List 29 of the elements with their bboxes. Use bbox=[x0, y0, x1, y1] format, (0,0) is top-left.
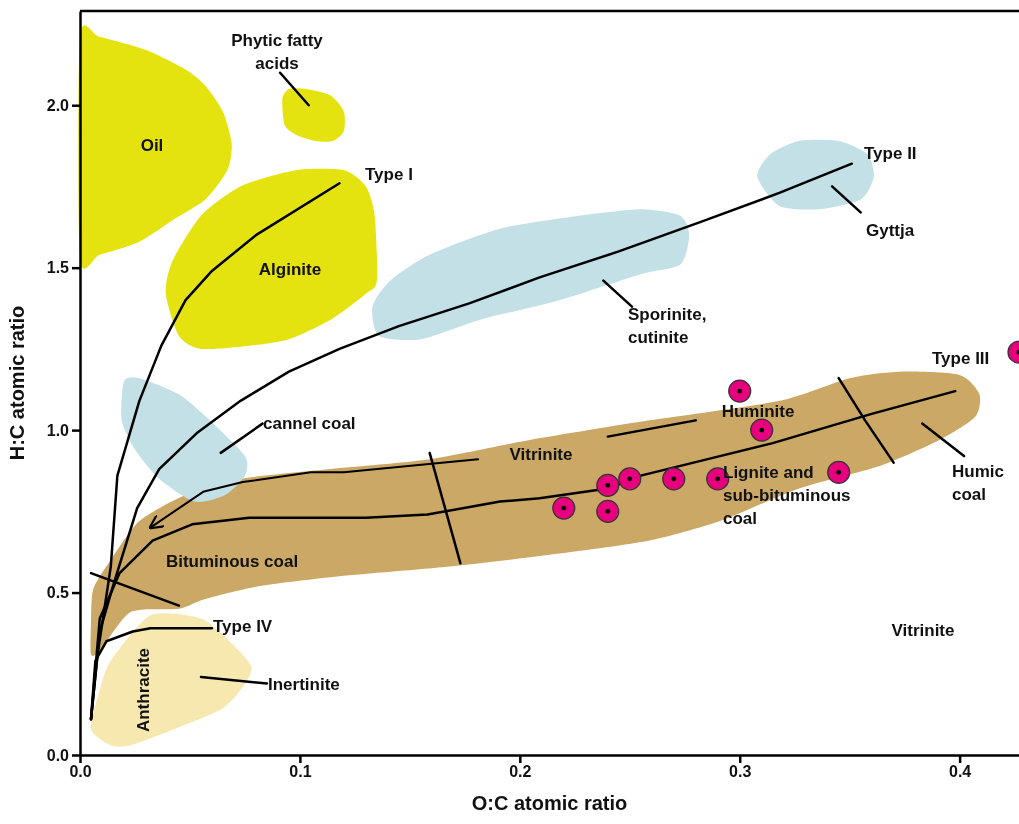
annotation: Sporinite, cutinite bbox=[628, 305, 707, 347]
annotation: cannel coal bbox=[263, 414, 356, 433]
x-tick-label: 0.0 bbox=[69, 763, 92, 781]
annotation: Vitrinite bbox=[891, 621, 955, 640]
annotation: Alginite bbox=[258, 260, 322, 279]
y-tick-label: 1.5 bbox=[46, 259, 70, 277]
annotation: Huminite bbox=[721, 402, 795, 421]
annotation: Gyttja bbox=[866, 221, 915, 240]
annotation: Bituminous coal bbox=[165, 552, 299, 571]
y-tick-label: 0.0 bbox=[46, 746, 70, 764]
annotation: Inertinite bbox=[268, 675, 340, 694]
y-axis-title: H:C atomic ratio bbox=[6, 305, 28, 461]
annotation: Vitrinite bbox=[509, 445, 573, 464]
y-tick-label: 2.0 bbox=[46, 96, 70, 114]
x-tick-label: 0.3 bbox=[729, 763, 752, 781]
annotation: Humic coal bbox=[952, 462, 1004, 504]
x-axis-title: O:C atomic ratio bbox=[471, 792, 628, 814]
y-tick-label: 0.5 bbox=[46, 584, 70, 602]
annotation: Type II bbox=[864, 144, 917, 163]
annotation: Type III bbox=[932, 349, 990, 368]
annotation: Phytic fatty acids bbox=[231, 31, 324, 73]
y-tick-label: 1.0 bbox=[46, 421, 70, 439]
annotation: Type IV bbox=[213, 617, 273, 636]
x-tick-label: 0.1 bbox=[289, 763, 312, 781]
annotation: Type I bbox=[365, 165, 413, 184]
x-tick-label: 0.4 bbox=[949, 763, 972, 781]
annotation: Anthracite bbox=[134, 647, 153, 733]
annotation: Oil bbox=[140, 136, 164, 155]
x-tick-label: 0.2 bbox=[509, 763, 532, 781]
